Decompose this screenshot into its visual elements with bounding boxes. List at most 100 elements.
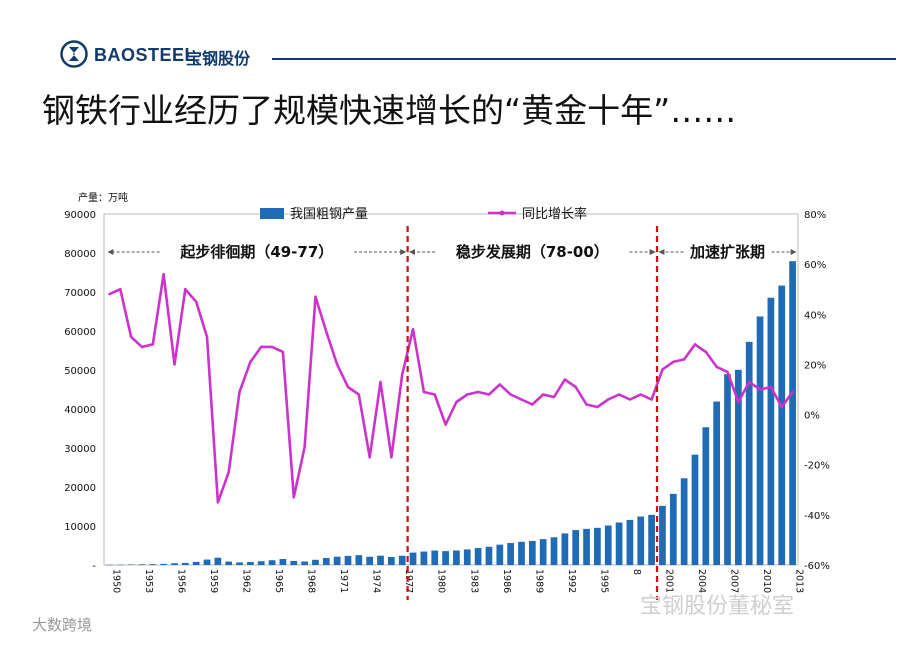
y-right-tick-label: 20% <box>804 360 826 371</box>
production-bar <box>669 493 677 565</box>
production-bar <box>409 552 417 565</box>
growth-rate-point <box>325 330 328 334</box>
production-bar <box>181 562 189 565</box>
production-bar <box>572 530 580 565</box>
x-tick-label: 2004 <box>696 569 707 593</box>
production-bar <box>268 560 276 565</box>
production-bar <box>453 550 460 565</box>
x-tick-label: 2007 <box>729 569 740 593</box>
growth-rate-point <box>520 398 523 401</box>
x-tick-label: 1953 <box>143 569 154 593</box>
x-tick-label: 1965 <box>273 569 284 593</box>
production-bar <box>116 564 124 566</box>
growth-rate-point <box>715 365 718 369</box>
growth-rate-point <box>292 496 295 499</box>
y-left-tick-label: 50000 <box>64 366 96 377</box>
production-bar <box>778 285 786 565</box>
y-left-tick-label: 60000 <box>64 327 96 338</box>
production-bar <box>713 401 721 565</box>
production-bar <box>604 525 612 565</box>
growth-rate-point <box>541 393 545 396</box>
production-bar <box>420 551 428 565</box>
production-bar <box>518 541 525 565</box>
y-left-tick-label: 20000 <box>64 483 96 494</box>
growth-rate-point <box>444 423 447 426</box>
growth-rate-point <box>585 403 588 406</box>
production-bar <box>550 537 558 565</box>
x-tick-label: 1968 <box>306 569 317 593</box>
growth-rate-point <box>238 390 241 394</box>
production-bar <box>366 556 374 565</box>
production-bar <box>333 556 341 565</box>
y-right-tick-label: -40% <box>804 511 830 522</box>
production-bar <box>236 562 243 565</box>
growth-rate-point <box>162 272 165 276</box>
x-tick-label: 1962 <box>241 569 252 593</box>
legend-line-marker <box>499 210 505 216</box>
growth-rate-point <box>791 390 794 394</box>
growth-rate-point <box>693 343 697 346</box>
x-tick-label: 2001 <box>663 569 674 593</box>
growth-rate-point <box>737 400 740 404</box>
production-bar <box>127 564 135 565</box>
production-bar <box>745 341 753 565</box>
growth-rate-point <box>433 393 436 396</box>
production-bar <box>691 454 699 565</box>
production-bar <box>225 561 233 565</box>
slide-title: 钢铁行业经历了规模快速增长的“黄金十年”…… <box>42 91 737 130</box>
production-bar <box>561 533 569 565</box>
baosteel-logo-icon <box>60 40 88 68</box>
production-bar <box>160 563 168 565</box>
growth-rate-point <box>129 335 133 339</box>
y-left-tick-label: 80000 <box>64 249 96 260</box>
y-left-tick-label: 30000 <box>64 444 96 455</box>
y-left-tick-label: - <box>92 561 96 572</box>
watermark-left: 大数跨境 <box>32 616 93 634</box>
chart-legend: 我国粗钢产量 同比增长率 <box>260 206 587 222</box>
x-tick-label: 1992 <box>566 569 577 593</box>
growth-rate-point <box>628 398 632 401</box>
growth-rate-point <box>682 358 686 361</box>
y-left-tick-label: 10000 <box>64 522 96 533</box>
growth-rate-point <box>281 350 285 354</box>
production-bar <box>756 316 764 565</box>
y-left-tick-label: 40000 <box>64 405 96 416</box>
production-bar <box>767 297 775 565</box>
period-label: 起步徘徊期（49-77） <box>179 243 333 261</box>
growth-rate-point <box>466 393 469 396</box>
production-bar <box>203 559 211 565</box>
growth-rate-point <box>509 393 512 396</box>
growth-rate-point <box>216 501 220 504</box>
growth-rate-point <box>368 455 371 459</box>
production-bars <box>106 261 796 566</box>
growth-rate-point <box>726 370 729 374</box>
growth-rate-point <box>607 398 610 401</box>
growth-rate-point <box>411 328 415 331</box>
growth-rate-point <box>704 350 708 354</box>
production-bar <box>659 505 666 565</box>
growth-rate-point <box>140 345 144 349</box>
production-bar <box>626 519 634 565</box>
x-tick-label: 1971 <box>338 569 349 593</box>
legend-bar-swatch <box>260 208 284 219</box>
growth-rate-point <box>639 393 642 396</box>
production-bar <box>594 527 601 565</box>
plot-frame <box>103 213 799 566</box>
production-bar <box>724 374 731 565</box>
growth-rate-point <box>249 360 252 364</box>
production-bar <box>496 544 504 565</box>
x-tick-label: 1980 <box>436 569 447 593</box>
growth-rate-point <box>498 383 501 386</box>
y-right-tick-label: 0% <box>804 411 820 422</box>
y-right-tick-label: 60% <box>804 260 826 271</box>
growth-rate-point <box>357 393 361 396</box>
period-label: 稳步发展期（78-00） <box>456 243 609 261</box>
growth-rate-point <box>119 288 122 291</box>
period-annotations: 起步徘徊期（49-77） 稳步发展期（78-00） 加速扩张期 <box>107 226 797 600</box>
growth-rate-point <box>596 405 599 409</box>
period-label: 加速扩张期 <box>689 243 765 261</box>
growth-rate-point <box>769 385 773 389</box>
growth-rate-point <box>346 385 350 389</box>
growth-rate-point <box>563 378 567 381</box>
growth-rate-point <box>227 471 230 474</box>
